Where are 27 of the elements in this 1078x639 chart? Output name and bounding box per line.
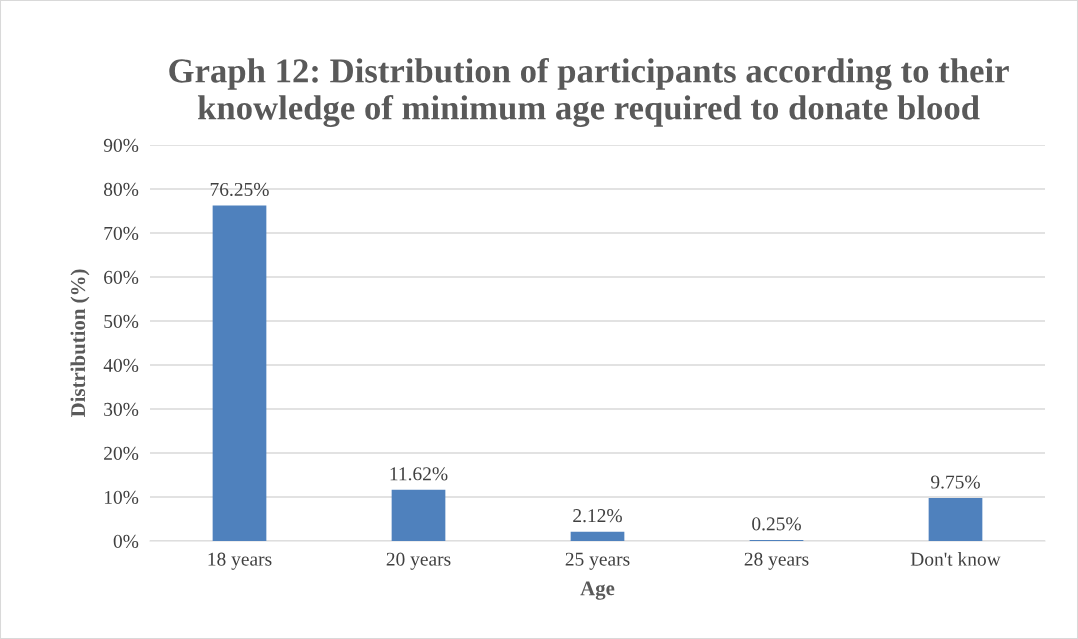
y-tick-label: 20% bbox=[104, 446, 139, 460]
x-axis-title: Age bbox=[580, 581, 615, 600]
bar bbox=[391, 489, 446, 541]
data-label: 76.25% bbox=[210, 182, 269, 197]
data-label: 0.25% bbox=[752, 517, 801, 531]
bar bbox=[212, 205, 267, 541]
x-tick-label: Don't know bbox=[910, 552, 1001, 566]
y-tick-label: 40% bbox=[103, 358, 139, 372]
x-tick-label: 20 years bbox=[386, 552, 451, 570]
y-axis-title: Distribution (%) bbox=[70, 269, 90, 417]
x-tick-label: 25 years bbox=[565, 552, 630, 570]
y-tick-label: 30% bbox=[104, 402, 139, 416]
bar bbox=[928, 498, 983, 541]
y-tick-label: 80% bbox=[103, 182, 139, 196]
bar bbox=[570, 531, 625, 541]
y-tick-label: 0% bbox=[113, 534, 139, 548]
y-tick-label: 10% bbox=[104, 490, 139, 504]
data-label: 9.75% bbox=[931, 475, 980, 489]
y-tick-label: 70% bbox=[104, 226, 139, 240]
y-tick-label: 60% bbox=[104, 270, 139, 284]
data-label: 11.62% bbox=[390, 467, 448, 481]
chart-title: Graph 12: Distribution of participants according to their knowledge of minimum age required to donate blood bbox=[169, 57, 1009, 127]
x-tick-label: 28 years bbox=[744, 552, 809, 570]
y-tick-label: 50% bbox=[104, 314, 139, 328]
data-label: 2.12% bbox=[573, 509, 622, 523]
x-tick-label: 18 years bbox=[208, 552, 272, 570]
y-tick-label: 90% bbox=[103, 138, 139, 152]
